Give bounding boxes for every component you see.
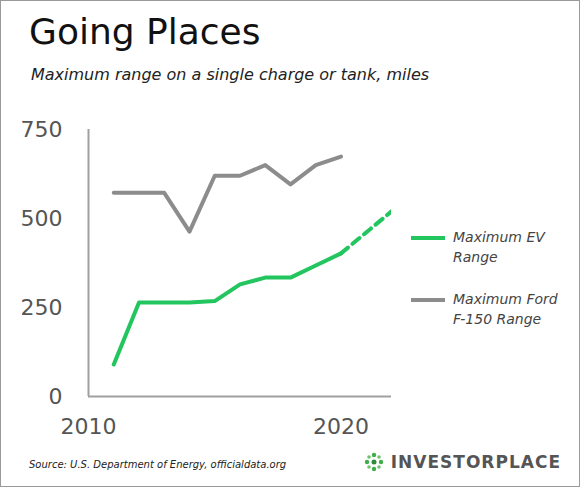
- svg-text:2020: 2020: [313, 414, 369, 439]
- svg-text:250: 250: [21, 295, 63, 320]
- svg-text:2010: 2010: [61, 414, 117, 439]
- svg-text:750: 750: [21, 117, 63, 142]
- html-text:Going Places: Going Places: [29, 11, 261, 52]
- svg-text:500: 500: [21, 206, 63, 231]
- html-text:Maximum EV Range: Maximum EV Range: [453, 229, 545, 265]
- html-text:Maximum Ford F-150 Range: Maximum Ford F-150 Range: [453, 291, 558, 327]
- html-text:Maximum range on a single char: Maximum range on a single charge or tank…: [31, 65, 430, 84]
- html-text:INVESTORPLACE: INVESTORPLACE: [390, 452, 561, 472]
- html-text:Source: U.S. Department of Ene: Source: U.S. Department of Energy, offic…: [29, 459, 287, 470]
- svg-text:0: 0: [49, 384, 63, 409]
